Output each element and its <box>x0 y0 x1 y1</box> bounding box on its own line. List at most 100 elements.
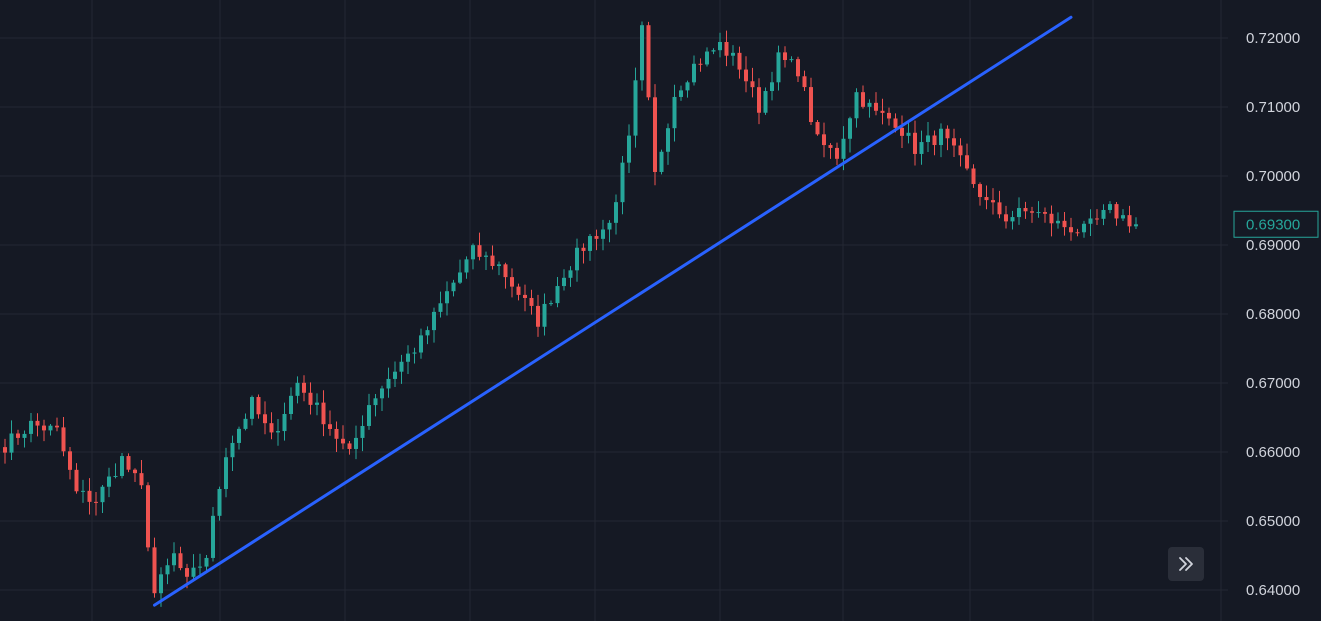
candle-body <box>789 59 794 61</box>
candle-body <box>1095 218 1099 220</box>
candle-body <box>464 259 469 273</box>
candle <box>1036 201 1041 218</box>
candle-body <box>893 118 898 128</box>
candle-body <box>867 102 872 107</box>
candle-body <box>152 547 157 594</box>
candle <box>750 67 755 98</box>
candle-body <box>373 398 378 406</box>
candle <box>484 251 488 271</box>
candle <box>516 283 521 301</box>
candle-body <box>672 96 677 129</box>
candle <box>3 438 7 464</box>
candle <box>861 85 865 109</box>
candle-body <box>1017 208 1021 218</box>
candle <box>1127 205 1132 233</box>
candle <box>718 32 722 58</box>
candle <box>295 376 300 404</box>
last-price-box <box>1233 210 1319 238</box>
candle <box>198 553 202 576</box>
candle-body <box>237 428 241 443</box>
candle-body <box>607 222 612 230</box>
candle-body <box>230 442 235 458</box>
y-tick-label: 0.64000 <box>1246 582 1300 599</box>
candle <box>1017 197 1021 225</box>
candle <box>48 423 53 436</box>
candle-body <box>939 128 943 146</box>
candle-body <box>640 25 644 81</box>
candle <box>328 410 332 436</box>
candle-body <box>978 184 982 198</box>
candle-body <box>601 229 605 239</box>
candle <box>945 125 950 151</box>
candle-body <box>932 135 937 146</box>
trendline[interactable] <box>153 15 1073 607</box>
candle-body <box>724 42 729 56</box>
trendline-layer[interactable] <box>153 15 1073 607</box>
candle <box>250 395 254 426</box>
candle <box>477 232 482 261</box>
scroll-to-realtime-button[interactable] <box>1168 547 1204 581</box>
candle-body <box>191 567 196 577</box>
y-tick-label: 0.72000 <box>1246 30 1300 47</box>
candle <box>809 77 813 125</box>
candle <box>620 155 625 215</box>
candle <box>575 238 579 282</box>
candle-body <box>315 402 319 405</box>
candle-body <box>848 118 852 139</box>
candle-body <box>828 145 833 148</box>
candle <box>321 390 326 437</box>
last-price-label: 0.69300 <box>1246 216 1300 233</box>
candle-body <box>854 92 859 119</box>
candle-body <box>458 272 462 283</box>
candle-body <box>692 63 696 83</box>
candle-body <box>666 128 670 152</box>
candle-body <box>490 255 495 266</box>
candle-body <box>445 291 449 304</box>
candle <box>555 277 560 308</box>
y-tick-label: 0.70000 <box>1246 168 1300 185</box>
candle-body <box>276 431 280 433</box>
candle-body <box>412 352 417 354</box>
candle-body <box>334 428 339 439</box>
candle-body <box>94 501 98 503</box>
candle-body <box>965 155 969 169</box>
candle <box>783 46 787 68</box>
candle <box>685 80 690 98</box>
candle <box>87 478 92 515</box>
candle <box>9 420 14 461</box>
candle <box>35 413 40 437</box>
candle <box>991 188 995 215</box>
candle <box>42 419 46 442</box>
candle <box>490 245 495 270</box>
candle <box>1030 206 1034 223</box>
candle <box>796 56 800 83</box>
candle <box>789 56 794 63</box>
candle <box>711 48 716 55</box>
last-price-badge: 0.69300 <box>1233 210 1319 238</box>
candle-body <box>295 382 300 396</box>
candle <box>172 542 176 572</box>
candle <box>1062 211 1067 236</box>
candle-body <box>3 447 7 453</box>
candle-body <box>282 413 287 432</box>
candle-body <box>1062 220 1067 228</box>
price-axis[interactable]: 0.72000 0.71000 0.70000 0.69000 0.68000 0.670… <box>1233 30 1319 599</box>
candle <box>74 463 79 494</box>
candle <box>256 394 261 419</box>
candle-body <box>1088 218 1093 224</box>
candle-body <box>42 425 46 431</box>
y-tick-label: 0.65000 <box>1246 513 1300 530</box>
candle-body <box>1134 224 1138 227</box>
candle-body <box>523 294 527 298</box>
candle <box>1023 201 1028 219</box>
candle <box>536 294 540 337</box>
candle-body <box>74 469 79 492</box>
candle <box>822 122 826 158</box>
candle-body <box>731 52 735 56</box>
candle-body <box>913 132 917 154</box>
candle-body <box>685 82 690 91</box>
candle-body <box>711 50 716 52</box>
candle-body <box>87 490 92 502</box>
